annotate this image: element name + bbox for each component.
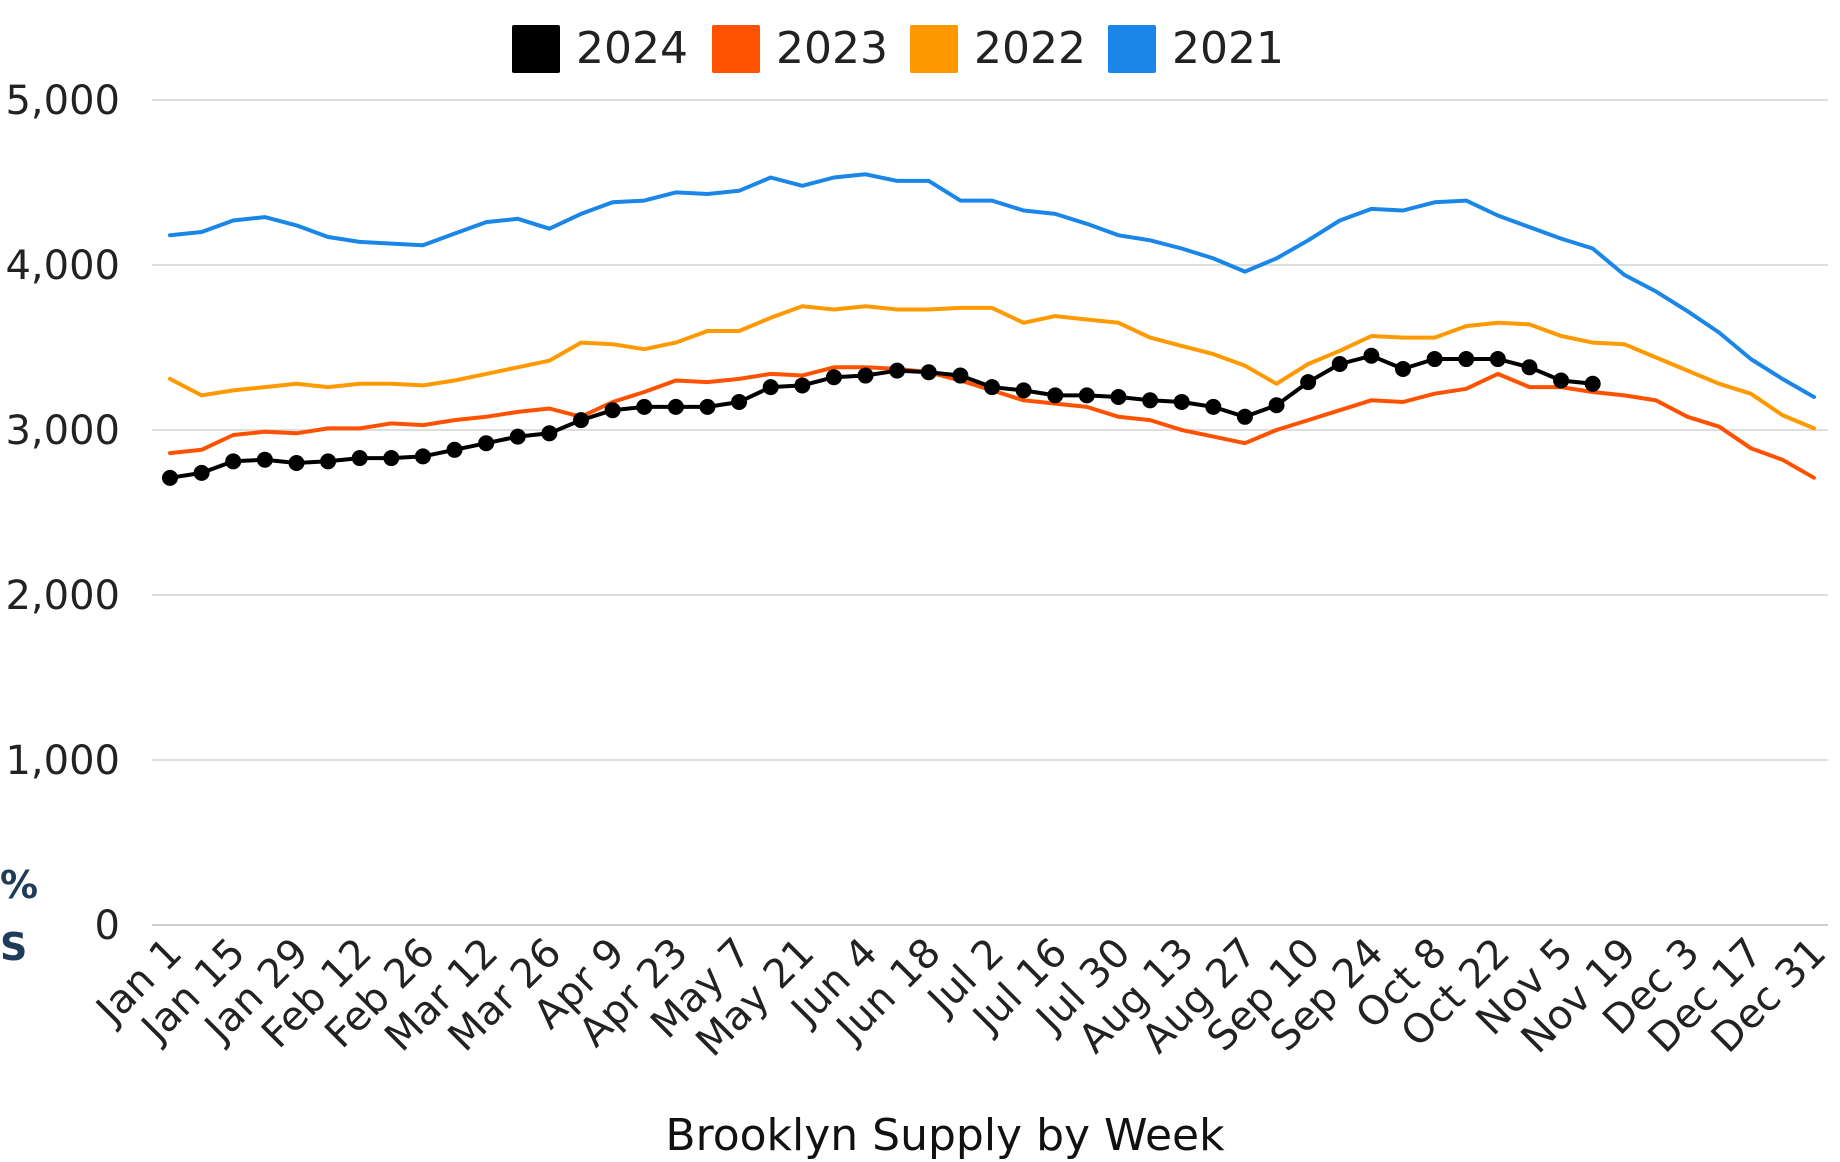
data-point-2024 [667,398,684,415]
data-point-2024 [1426,351,1443,368]
legend-label-2023[interactable]: 2023 [776,23,888,74]
data-point-2024 [541,425,558,442]
y-tick-label: 4,000 [5,243,120,289]
legend-label-2021[interactable]: 2021 [1172,23,1284,74]
data-point-2024 [1584,375,1601,392]
chart-title: Brooklyn Supply by Week [665,1110,1225,1161]
data-point-2024 [1047,387,1064,404]
data-point-2024 [984,379,1000,396]
data-point-2024 [193,464,210,481]
data-point-2024 [1236,408,1253,425]
data-point-2024 [225,453,242,470]
data-point-2024 [1142,392,1159,409]
legend-label-2024[interactable]: 2024 [576,23,688,74]
data-point-2024 [1078,387,1095,404]
series-lines [162,172,1816,486]
data-point-2024 [414,448,431,465]
data-point-2024 [573,412,589,429]
y-tick-label: 2,000 [5,573,120,619]
data-point-2024 [1205,398,1222,415]
y-axis-tick-labels: 0 1,000 2,000 3,000 4,000 5,000 [5,78,120,949]
data-point-2024 [478,435,495,452]
edge-fragment-s: S [0,925,27,969]
data-point-2024 [446,441,463,458]
y-tick-label: 3,000 [5,408,120,454]
data-point-2024 [857,367,874,384]
data-point-2024 [288,455,305,471]
data-point-2024 [1173,393,1190,410]
data-point-2024 [1015,382,1032,399]
data-point-2024 [825,369,842,386]
edge-fragment-percent: % [0,863,38,907]
gridlines [152,99,1828,926]
data-point-2024 [636,398,653,415]
data-point-2024 [889,362,906,379]
data-point-2024 [794,377,811,394]
data-point-2024 [920,364,937,381]
legend[interactable]: 2024 2023 2022 2021 [512,23,1284,74]
data-point-2024 [1489,351,1506,368]
series-line-2022 [168,304,1816,431]
data-point-2024 [1300,374,1317,391]
data-point-2024 [256,451,273,468]
legend-swatch-2021[interactable] [1108,25,1156,73]
data-point-2024 [1331,356,1348,372]
y-tick-label: 5,000 [5,78,120,124]
series-line-2024 [168,353,1595,480]
data-point-2024 [1363,347,1380,364]
data-point-2024 [1521,359,1538,376]
data-point-2024 [320,453,337,470]
data-point-2024 [162,469,178,486]
data-point-2024 [731,393,748,410]
data-point-2024 [762,379,779,396]
y-tick-label: 0 [95,903,120,949]
data-point-2024 [1553,372,1570,389]
series-line-2021 [168,172,1816,399]
data-point-2024 [509,428,526,445]
data-point-2024 [952,367,969,384]
data-point-2024 [1458,351,1475,368]
data-point-2024 [351,450,368,467]
y-tick-label: 1,000 [5,738,120,784]
data-point-2024 [699,398,716,415]
data-point-2024 [383,450,400,467]
legend-swatch-2023[interactable] [712,25,760,73]
data-point-2024 [604,402,621,419]
legend-swatch-2024[interactable] [512,25,560,73]
legend-swatch-2022[interactable] [910,25,958,73]
legend-label-2022[interactable]: 2022 [974,23,1086,74]
data-point-2024 [1110,389,1127,405]
data-point-2024 [1268,397,1285,414]
data-point-2024 [1395,360,1411,377]
